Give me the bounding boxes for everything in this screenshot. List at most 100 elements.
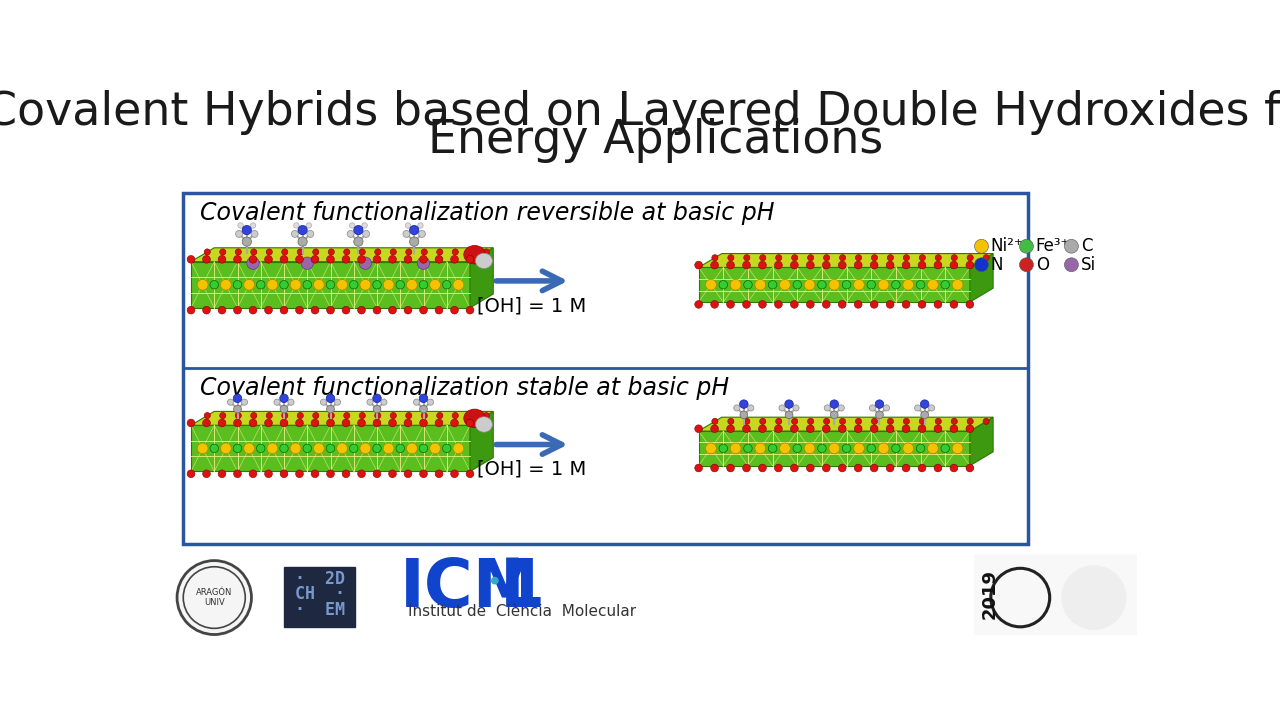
Circle shape <box>804 443 815 454</box>
Circle shape <box>280 394 288 403</box>
Circle shape <box>774 261 782 269</box>
Circle shape <box>806 261 814 269</box>
Circle shape <box>220 249 225 255</box>
Circle shape <box>728 255 733 261</box>
Circle shape <box>236 413 242 418</box>
Text: [OH] = 1 M: [OH] = 1 M <box>477 460 586 479</box>
Circle shape <box>297 249 303 255</box>
Circle shape <box>823 255 829 261</box>
Circle shape <box>342 255 349 263</box>
Circle shape <box>390 249 397 255</box>
Circle shape <box>374 470 381 477</box>
Circle shape <box>326 306 334 314</box>
Circle shape <box>251 249 257 255</box>
Circle shape <box>452 413 458 418</box>
Circle shape <box>413 399 420 406</box>
Circle shape <box>234 255 242 263</box>
Circle shape <box>303 444 311 452</box>
Polygon shape <box>470 248 493 308</box>
Circle shape <box>842 444 851 452</box>
Circle shape <box>1065 239 1078 253</box>
Circle shape <box>296 306 303 314</box>
Circle shape <box>205 413 210 418</box>
Circle shape <box>334 399 340 406</box>
Circle shape <box>374 306 381 314</box>
Circle shape <box>710 464 718 472</box>
Circle shape <box>210 444 219 452</box>
Circle shape <box>838 301 846 308</box>
Circle shape <box>934 464 942 472</box>
Circle shape <box>730 280 741 290</box>
Circle shape <box>916 280 925 289</box>
Circle shape <box>878 443 890 454</box>
Circle shape <box>831 411 838 418</box>
Circle shape <box>728 418 733 424</box>
Circle shape <box>759 301 767 308</box>
Circle shape <box>326 419 334 427</box>
Circle shape <box>952 443 963 454</box>
Ellipse shape <box>475 417 493 432</box>
Circle shape <box>822 261 831 269</box>
Circle shape <box>740 400 748 408</box>
Circle shape <box>256 444 265 452</box>
Circle shape <box>451 470 458 477</box>
Circle shape <box>420 406 428 413</box>
Circle shape <box>349 223 355 228</box>
Circle shape <box>417 223 424 228</box>
Circle shape <box>360 413 365 418</box>
Circle shape <box>430 443 440 454</box>
Circle shape <box>291 443 301 454</box>
Circle shape <box>887 418 893 424</box>
Text: Fe³⁺: Fe³⁺ <box>1036 237 1070 255</box>
Circle shape <box>867 280 876 289</box>
Circle shape <box>342 306 349 314</box>
Circle shape <box>268 280 278 290</box>
Text: Covalent Hybrids based on Layered Double Hydroxides for: Covalent Hybrids based on Layered Double… <box>0 90 1280 135</box>
Circle shape <box>250 306 257 314</box>
Circle shape <box>876 400 883 408</box>
Polygon shape <box>191 262 470 308</box>
Circle shape <box>453 280 463 290</box>
Circle shape <box>407 443 417 454</box>
Circle shape <box>968 255 973 261</box>
Circle shape <box>396 280 404 289</box>
Circle shape <box>916 444 925 452</box>
Circle shape <box>234 419 242 427</box>
Circle shape <box>265 306 273 314</box>
Circle shape <box>337 280 348 290</box>
Circle shape <box>372 394 381 403</box>
Circle shape <box>242 226 251 234</box>
Circle shape <box>785 411 792 418</box>
Circle shape <box>367 399 374 406</box>
Circle shape <box>420 470 428 477</box>
Circle shape <box>918 464 925 472</box>
Polygon shape <box>191 248 493 262</box>
Text: Covalent functionalization stable at basic pH: Covalent functionalization stable at bas… <box>200 376 730 400</box>
Circle shape <box>265 470 273 477</box>
Ellipse shape <box>463 409 485 428</box>
Circle shape <box>202 470 210 477</box>
Circle shape <box>421 413 428 418</box>
Circle shape <box>780 280 790 290</box>
Circle shape <box>730 443 741 454</box>
Circle shape <box>417 257 430 270</box>
Circle shape <box>742 425 750 433</box>
Circle shape <box>727 464 735 472</box>
Circle shape <box>838 261 846 269</box>
Circle shape <box>742 301 750 308</box>
Circle shape <box>360 280 371 290</box>
Text: [OH] = 1 M: [OH] = 1 M <box>477 296 586 316</box>
Circle shape <box>719 280 727 289</box>
Circle shape <box>902 443 914 454</box>
Circle shape <box>292 231 298 237</box>
Circle shape <box>326 406 334 413</box>
Circle shape <box>808 418 814 424</box>
Circle shape <box>435 419 443 427</box>
Text: Energy Applications: Energy Applications <box>429 119 883 163</box>
Circle shape <box>396 444 404 452</box>
Circle shape <box>187 419 195 427</box>
Circle shape <box>904 418 910 424</box>
Circle shape <box>918 301 925 308</box>
Circle shape <box>818 280 826 289</box>
Polygon shape <box>191 411 493 425</box>
